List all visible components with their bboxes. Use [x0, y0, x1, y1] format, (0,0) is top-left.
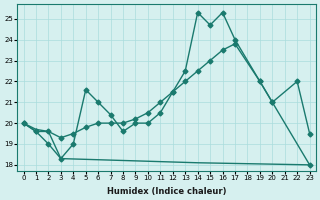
X-axis label: Humidex (Indice chaleur): Humidex (Indice chaleur) [107, 187, 226, 196]
